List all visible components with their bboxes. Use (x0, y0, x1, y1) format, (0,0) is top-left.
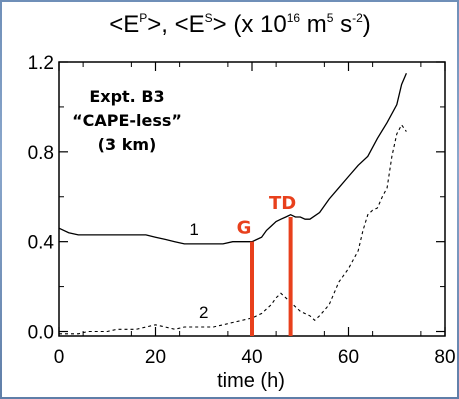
annotation-line-3: (3 km) (98, 135, 157, 154)
x-axis-label: time (h) (217, 370, 285, 392)
x-tick-label-80: 80 (434, 347, 455, 368)
marker-label-G: G (237, 218, 252, 239)
series-line-2 (59, 123, 407, 335)
x-tick-label-0: 0 (54, 347, 65, 368)
plot-area: 0 20 40 60 80 0.0 0.4 0.8 1.2 1 2 G TD (28, 53, 456, 368)
series-line-1 (58, 72, 407, 245)
y-tick-label-2: 0.8 (28, 143, 54, 164)
x-tick-label-40: 40 (241, 347, 262, 368)
y-tick-label-1: 0.4 (28, 233, 55, 254)
x-tick-label-20: 20 (145, 347, 166, 368)
curve-label-2: 2 (199, 303, 208, 322)
marker-label-TD: TD (269, 193, 296, 214)
annotation-line-2: “CAPE-less” (72, 111, 182, 130)
x-tick-label-60: 60 (338, 347, 359, 368)
y-tick-label-0: 0.0 (28, 323, 54, 344)
annotation-line-1: Expt. B3 (89, 87, 164, 106)
curve-label-1: 1 (189, 220, 198, 239)
chart-title: <EP>, <ES> (x 1016 m5 s-2) (109, 11, 371, 38)
y-tick-label-3: 1.2 (28, 53, 54, 74)
